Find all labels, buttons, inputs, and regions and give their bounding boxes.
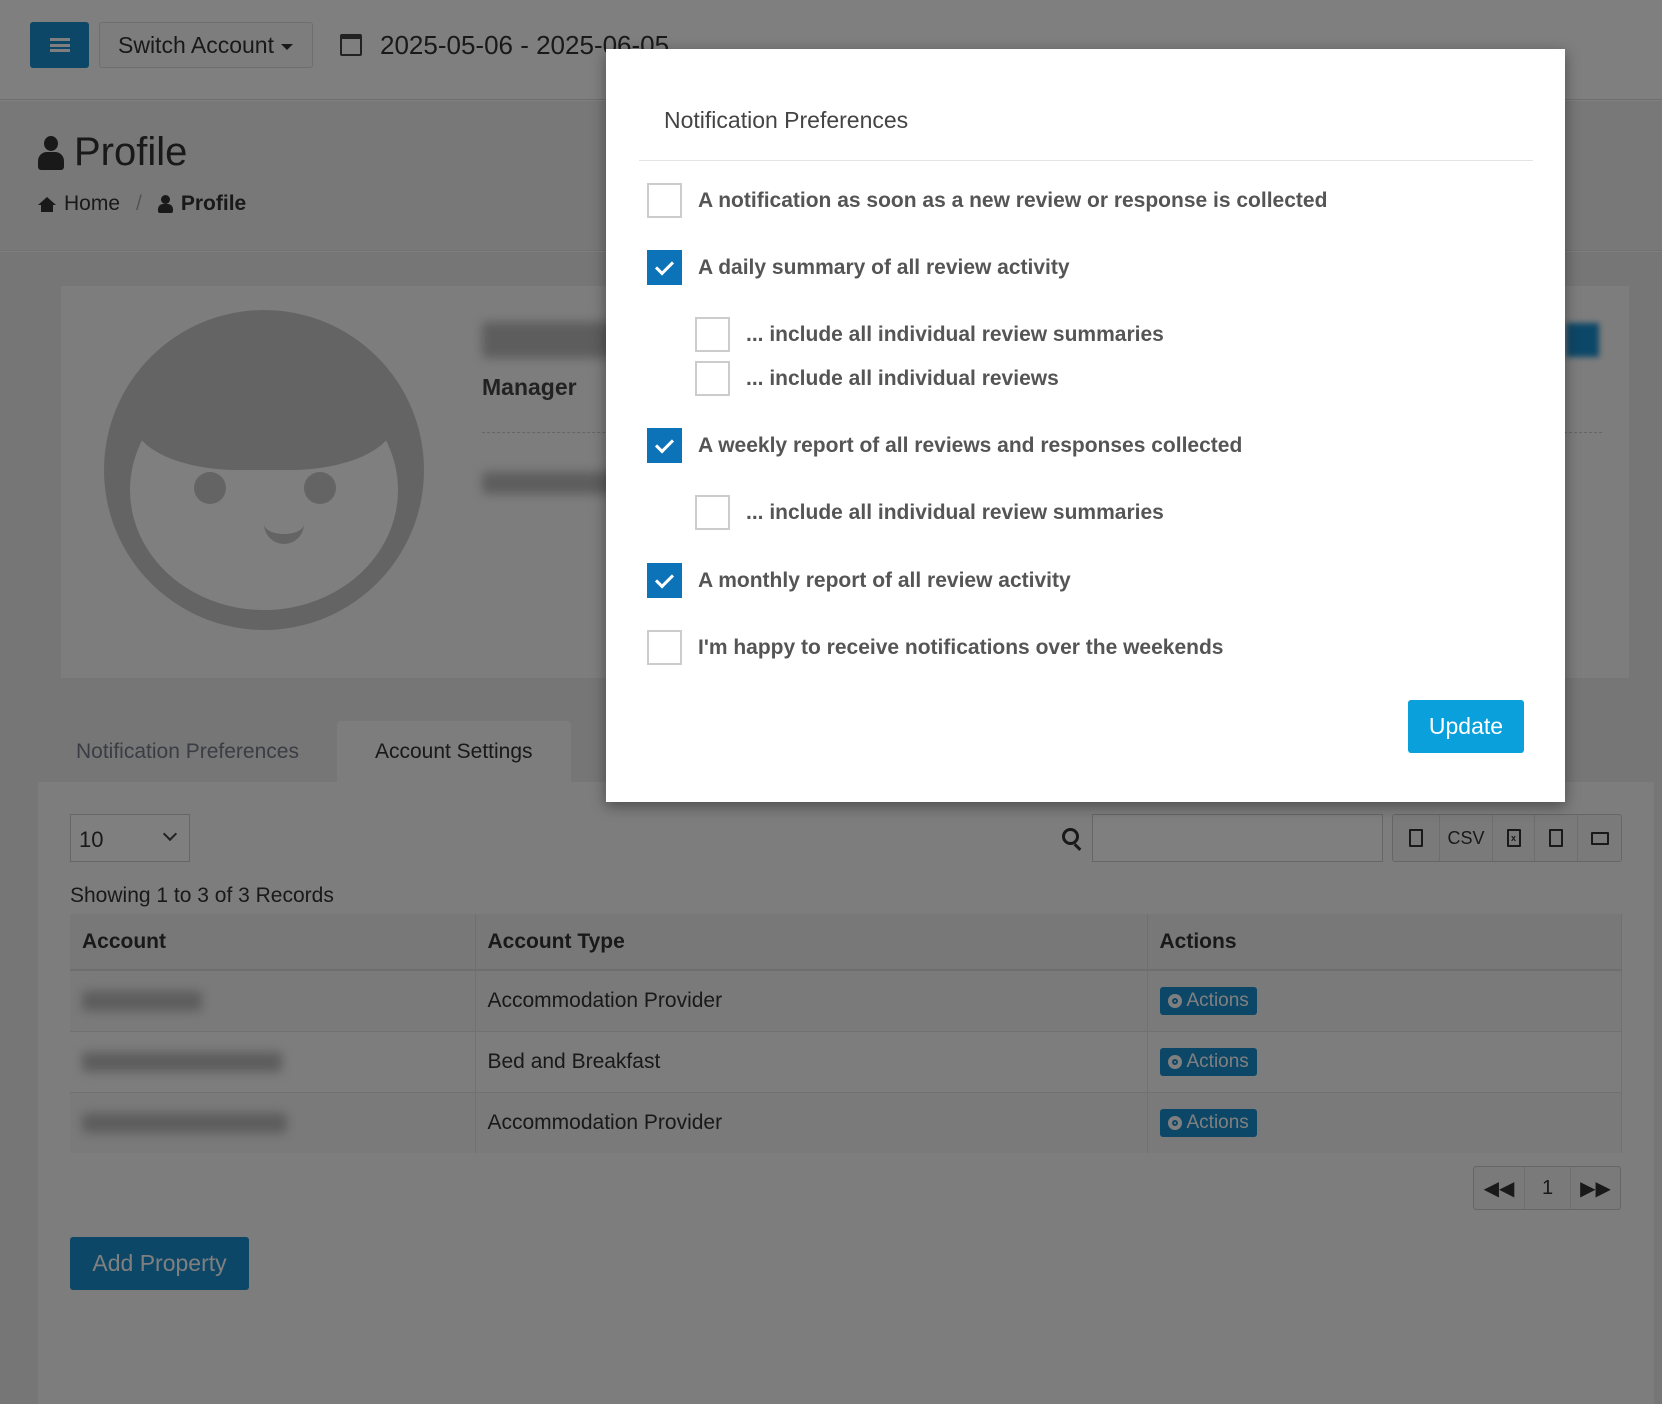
- notification-option[interactable]: A daily summary of all review activity: [647, 250, 1070, 285]
- notification-option[interactable]: I'm happy to receive notifications over …: [647, 630, 1223, 665]
- checkbox-unchecked[interactable]: [695, 361, 730, 396]
- option-label: ... include all individual review summar…: [746, 500, 1164, 524]
- notification-option[interactable]: ... include all individual reviews: [695, 361, 1059, 396]
- option-label: A notification as soon as a new review o…: [698, 188, 1328, 212]
- option-label: ... include all individual review summar…: [746, 322, 1164, 346]
- modal-title: Notification Preferences: [664, 107, 909, 133]
- checkbox-unchecked[interactable]: [647, 183, 682, 218]
- divider: [639, 160, 1533, 161]
- option-label: I'm happy to receive notifications over …: [698, 635, 1224, 659]
- checkbox-unchecked[interactable]: [695, 317, 730, 352]
- checkbox-checked[interactable]: [647, 563, 682, 598]
- checkbox-checked[interactable]: [647, 250, 682, 285]
- option-label: ... include all individual reviews: [746, 366, 1059, 390]
- checkbox-unchecked[interactable]: [647, 630, 682, 665]
- notification-option[interactable]: ... include all individual review summar…: [695, 317, 1164, 352]
- notification-option[interactable]: A monthly report of all review activity: [647, 563, 1071, 598]
- update-button[interactable]: Update: [1408, 700, 1524, 753]
- option-label: A monthly report of all review activity: [698, 568, 1071, 592]
- option-label: A weekly report of all reviews and respo…: [698, 433, 1243, 457]
- notification-option[interactable]: A weekly report of all reviews and respo…: [647, 428, 1242, 463]
- option-label: A daily summary of all review activity: [698, 255, 1070, 279]
- notification-option[interactable]: ... include all individual review summar…: [695, 495, 1164, 530]
- checkbox-unchecked[interactable]: [695, 495, 730, 530]
- notification-preferences-modal: Notification Preferences A notification …: [606, 49, 1565, 802]
- checkbox-checked[interactable]: [647, 428, 682, 463]
- notification-option[interactable]: A notification as soon as a new review o…: [647, 183, 1327, 218]
